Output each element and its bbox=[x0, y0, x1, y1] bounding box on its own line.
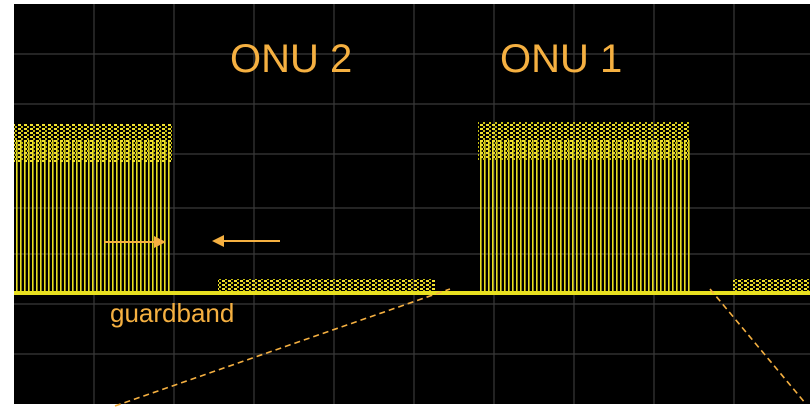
onu-2-label: ONU 2 bbox=[230, 37, 352, 81]
scope-screenshot: ONU 2 ONU 1 guardband bbox=[0, 0, 810, 409]
guardband-label: guardband bbox=[110, 298, 234, 328]
onu-1-label: ONU 1 bbox=[500, 37, 622, 81]
